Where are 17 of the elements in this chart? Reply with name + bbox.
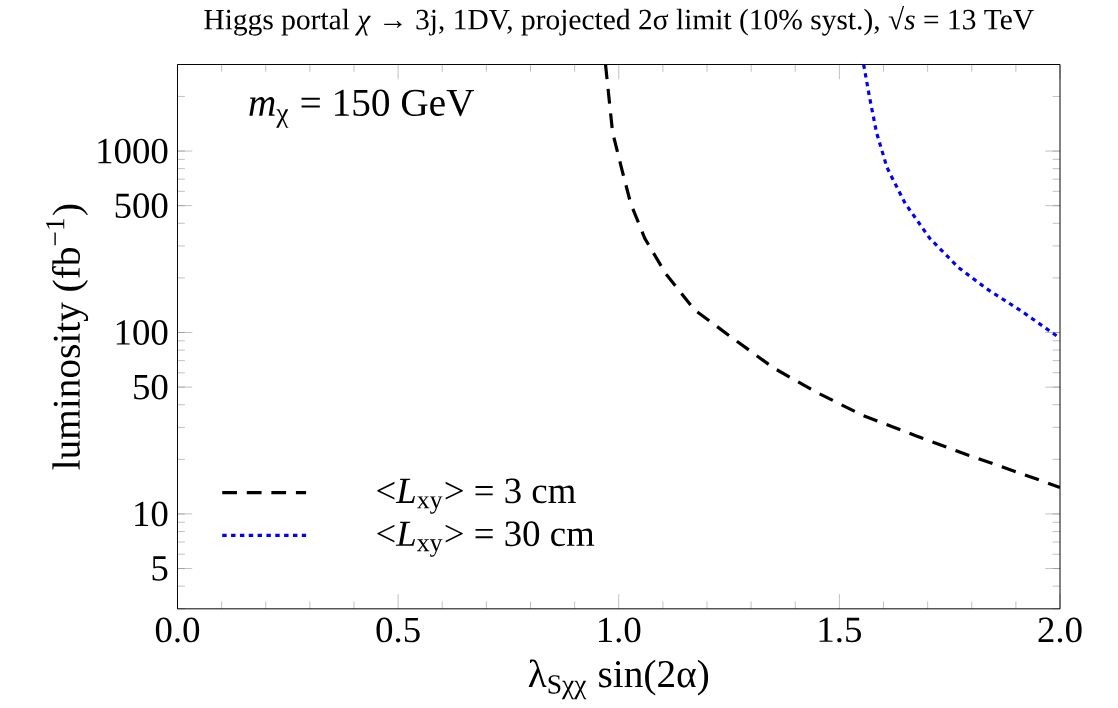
x-tick-label: 2.0 [1038,617,1082,643]
x-tick-label: 1.5 [819,617,861,643]
y-axis-title: luminosity (fb$^{−1}$) [46,204,89,470]
legend-label: <L$_{xy}$> = 30 cm [377,521,595,557]
x-tick-label: 0.5 [376,617,420,643]
y-tick-label: 100 [116,320,168,345]
y-tick-label: 10 [135,501,168,527]
y-tick-label: 5 [152,556,168,581]
x-tick-label: 1.0 [598,617,641,643]
annotation: m$_{χ}$ = 150 GeV [249,89,475,128]
x-axis-title: λ$_{Sχχ}$ sin(2α) [528,659,709,700]
x-tick-label: 0.0 [155,617,200,643]
y-tick-label: 500 [115,193,168,219]
y-tick-label: 1000 [98,138,168,164]
y-tick-label: 50 [134,374,168,400]
legend-label: <L$_{xy}$> = 3 cm [377,478,576,514]
chart-title: Higgs portal χ → 3j, 1DV, projected 2σ limit (10% syst.), √s = 13 TeV [204,6,1034,36]
